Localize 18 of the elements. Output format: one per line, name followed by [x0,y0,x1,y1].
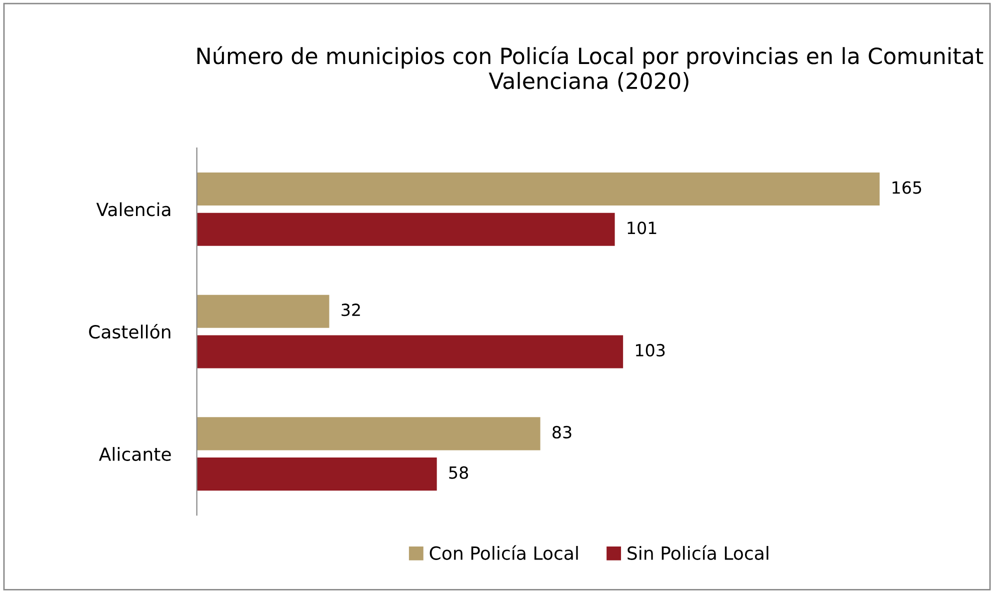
bar [196,417,540,450]
data-label: 83 [552,426,572,439]
data-label: 101 [628,222,656,234]
chart-title: Número de municipios con Policía Local por provincias en la Comunitat Valenciana (2020) [197,46,984,92]
data-label: 58 [449,466,468,479]
data-label: 165 [892,181,922,194]
legend-label: Con Policía Local [430,545,578,560]
y-tick-label: Alicante [98,447,171,461]
bar [196,172,880,206]
y-tick-label: Castellón [89,324,170,339]
bar [196,294,330,328]
data-label: 103 [636,344,665,357]
y-tick-label: Valencia [96,202,170,216]
bar [196,335,624,368]
bar [196,212,615,246]
legend-label: Sin Policía Local [628,545,768,560]
bar [196,458,437,491]
data-label: 32 [342,304,360,316]
